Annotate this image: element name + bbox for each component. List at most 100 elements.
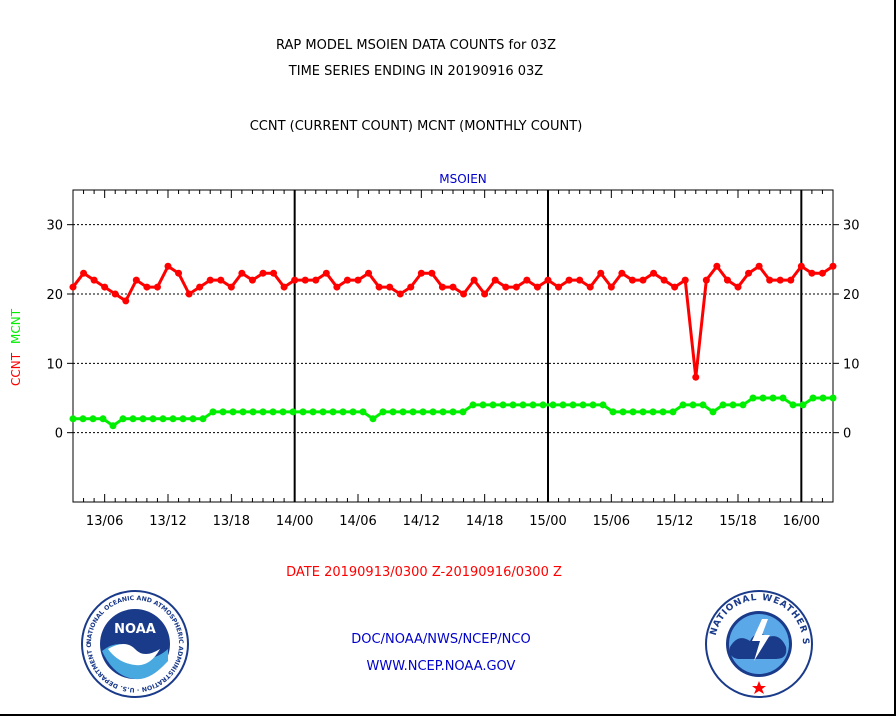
data-point-ccnt	[259, 269, 267, 277]
data-point-ccnt	[512, 283, 520, 291]
data-point-ccnt	[343, 276, 351, 284]
data-point-mcnt	[719, 401, 727, 409]
data-point-mcnt	[379, 408, 387, 416]
data-point-ccnt	[354, 276, 362, 284]
plot-title: MSOIEN	[439, 172, 487, 186]
data-point-ccnt	[301, 276, 309, 284]
data-point-mcnt	[389, 408, 397, 416]
y-tick-label-right: 0	[843, 427, 851, 442]
noaa-logo: NATIONAL OCEANIC AND ATMOSPHERIC ADMINIS…	[80, 589, 189, 698]
data-point-mcnt	[699, 401, 707, 409]
data-point-mcnt	[119, 415, 127, 423]
data-point-mcnt	[309, 408, 317, 416]
x-tick-label: 15/12	[656, 514, 693, 529]
data-point-mcnt	[279, 408, 287, 416]
data-point-ccnt	[491, 276, 499, 284]
data-point-mcnt	[539, 401, 547, 409]
website-link[interactable]: WWW.NCEP.NOAA.GOV	[366, 659, 516, 674]
data-point-ccnt	[365, 269, 373, 277]
data-point-mcnt	[399, 408, 407, 416]
data-point-ccnt	[375, 283, 383, 291]
data-point-mcnt	[729, 401, 737, 409]
data-point-mcnt	[289, 408, 297, 416]
y-tick-label-left: 0	[55, 427, 63, 442]
data-point-mcnt	[169, 415, 177, 423]
data-point-ccnt	[618, 269, 626, 277]
data-point-ccnt	[438, 283, 446, 291]
data-point-mcnt	[599, 401, 607, 409]
data-point-mcnt	[779, 394, 787, 402]
chart-title-line2: TIME SERIES ENDING IN 20190916 03Z	[288, 64, 544, 79]
data-point-mcnt	[669, 408, 677, 416]
data-point-ccnt	[407, 283, 415, 291]
data-point-mcnt	[359, 408, 367, 416]
data-point-mcnt	[319, 408, 327, 416]
org-line: DOC/NOAA/NWS/NCEP/NCO	[351, 632, 531, 647]
data-point-mcnt	[109, 422, 117, 430]
data-point-ccnt	[460, 290, 468, 298]
x-tick-label: 14/00	[276, 514, 313, 529]
data-point-ccnt	[164, 262, 172, 270]
x-tick-label: 16/00	[783, 514, 820, 529]
data-point-ccnt	[396, 290, 404, 298]
x-tick-label: 13/12	[149, 514, 186, 529]
data-point-mcnt	[579, 401, 587, 409]
data-point-ccnt	[428, 269, 436, 277]
data-point-ccnt	[470, 276, 478, 284]
data-point-ccnt	[333, 283, 341, 291]
data-point-mcnt	[339, 408, 347, 416]
data-point-ccnt	[766, 276, 774, 284]
data-point-ccnt	[111, 290, 119, 298]
data-point-ccnt	[238, 269, 246, 277]
data-point-ccnt	[227, 283, 235, 291]
data-point-mcnt	[509, 401, 517, 409]
data-point-ccnt	[502, 283, 510, 291]
y-tick-label-right: 10	[843, 357, 860, 372]
x-tick-label: 15/18	[719, 514, 756, 529]
data-point-ccnt	[248, 276, 256, 284]
data-point-ccnt	[734, 283, 742, 291]
data-point-ccnt	[702, 276, 710, 284]
data-point-mcnt	[69, 415, 77, 423]
y-tick-label-left: 10	[46, 357, 63, 372]
data-point-mcnt	[489, 401, 497, 409]
data-point-ccnt	[681, 276, 689, 284]
data-point-ccnt	[217, 276, 225, 284]
data-point-ccnt	[576, 276, 584, 284]
data-point-ccnt	[523, 276, 531, 284]
data-point-ccnt	[650, 269, 658, 277]
data-point-ccnt	[312, 276, 320, 284]
y-axis-label-ccnt: CCNT	[9, 352, 23, 386]
data-point-mcnt	[529, 401, 537, 409]
data-point-ccnt	[829, 262, 837, 270]
data-point-mcnt	[159, 415, 167, 423]
data-point-mcnt	[209, 408, 217, 416]
data-point-mcnt	[99, 415, 107, 423]
data-point-mcnt	[819, 394, 827, 402]
data-point-mcnt	[249, 408, 257, 416]
data-point-ccnt	[607, 283, 615, 291]
chart-title-line1: RAP MODEL MSOIEN DATA COUNTS for 03Z	[276, 38, 556, 53]
x-tick-label: 14/18	[466, 514, 503, 529]
data-point-mcnt	[429, 408, 437, 416]
data-point-ccnt	[449, 283, 457, 291]
y-axis-label-mcnt: MCNT	[9, 308, 23, 344]
data-point-mcnt	[569, 401, 577, 409]
data-point-mcnt	[79, 415, 87, 423]
chart-subtitle: CCNT (CURRENT COUNT) MCNT (MONTHLY COUNT…	[249, 119, 583, 134]
data-point-mcnt	[259, 408, 267, 416]
data-point-ccnt	[555, 283, 563, 291]
data-point-ccnt	[776, 276, 784, 284]
data-point-ccnt	[755, 262, 763, 270]
data-point-mcnt	[689, 401, 697, 409]
data-point-ccnt	[671, 283, 679, 291]
data-point-mcnt	[799, 401, 807, 409]
data-point-ccnt	[745, 269, 753, 277]
data-point-ccnt	[692, 373, 700, 381]
data-point-mcnt	[189, 415, 197, 423]
data-point-mcnt	[199, 415, 207, 423]
data-point-mcnt	[129, 415, 137, 423]
data-point-mcnt	[789, 401, 797, 409]
data-point-mcnt	[269, 408, 277, 416]
